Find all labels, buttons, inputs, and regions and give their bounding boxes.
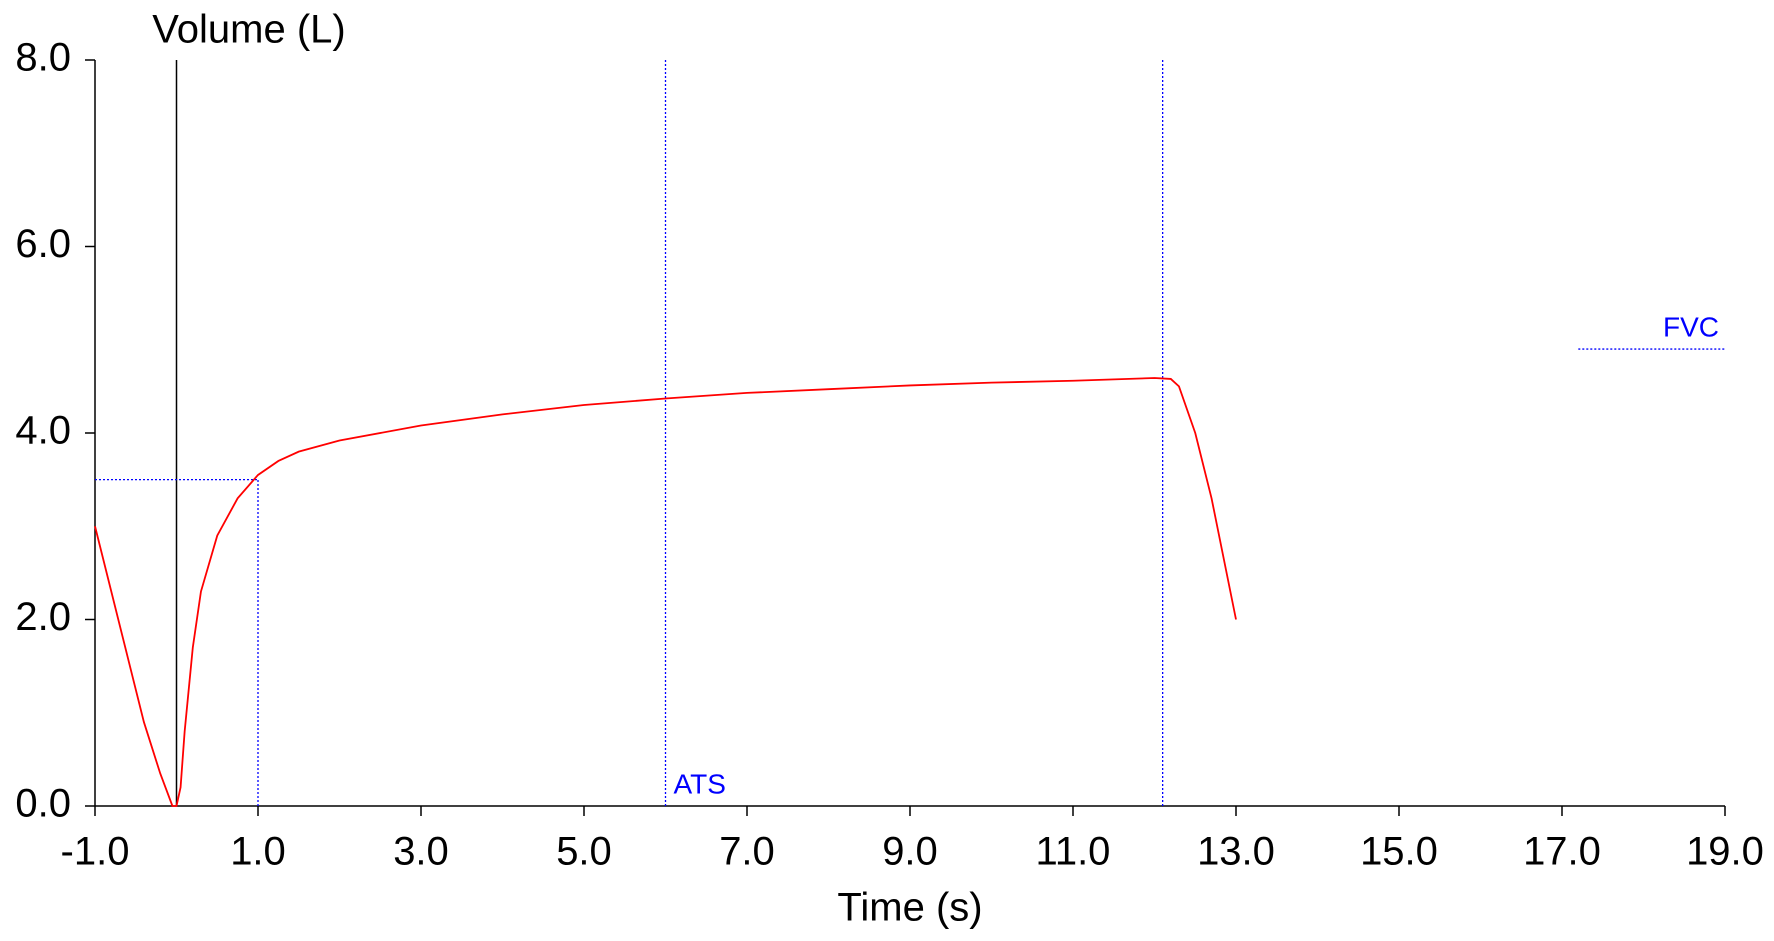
x-tick-label: 15.0 [1360,830,1438,874]
x-tick-label: 13.0 [1197,830,1275,874]
y-tick-label: 0.0 [15,782,71,826]
x-tick-label: 17.0 [1523,830,1601,874]
y-axis-label: Volume (L) [152,8,345,52]
x-tick-label: 1.0 [230,830,286,874]
y-tick-label: 2.0 [15,595,71,639]
x-axis-label: Time (s) [837,886,982,930]
x-tick-label: 9.0 [882,830,938,874]
x-tick-label: 3.0 [393,830,449,874]
y-tick-label: 4.0 [15,409,71,453]
x-tick-label: 5.0 [556,830,612,874]
x-tick-label: 19.0 [1686,830,1764,874]
y-tick-label: 8.0 [15,36,71,80]
reference-label: ATS [674,768,726,799]
x-tick-label: 11.0 [1036,830,1111,874]
x-tick-label: 7.0 [719,830,775,874]
volume-curve [94,377,1237,807]
reference-label: FVC [1663,311,1719,342]
x-tick-label: -1.0 [61,830,130,874]
y-tick-label: 6.0 [15,222,71,266]
